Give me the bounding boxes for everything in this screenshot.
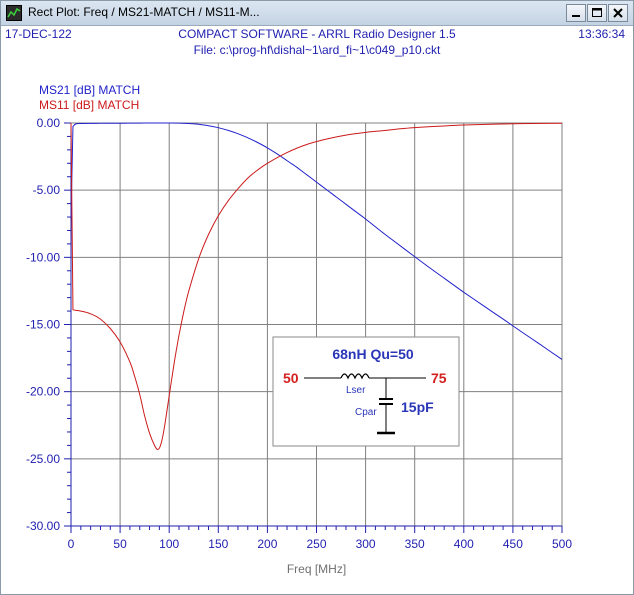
close-icon: [613, 8, 623, 18]
annotation-title: 68nH Qu=50: [332, 346, 414, 362]
y-tick-label: -10.00: [26, 250, 60, 264]
x-tick-label: 250: [306, 537, 326, 551]
plot-app-icon[interactable]: [6, 5, 22, 21]
x-tick-label: 400: [454, 537, 474, 551]
series-line-ms11: [70, 122, 563, 451]
x-axis-label: Freq [MHz]: [287, 562, 346, 576]
header-file-path: File: c:\prog-hf\dishal~1\ard_fi~1\c049_…: [193, 43, 441, 57]
legend-ms21: MS21 [dB] MATCH: [39, 83, 141, 97]
y-tick-label: -30.00: [26, 519, 60, 533]
maximize-button[interactable]: [587, 4, 607, 22]
x-tick-label: 50: [113, 537, 127, 551]
source-impedance-label: 50: [283, 370, 299, 386]
header-time: 13:36:34: [578, 27, 625, 41]
y-tick-label: -15.00: [26, 318, 60, 332]
window-title: Rect Plot: Freq / MS21-MATCH / MS11-M...: [28, 5, 260, 19]
y-tick-label: -5.00: [33, 183, 61, 197]
plot-header: 17-DEC-122 COMPACT SOFTWARE - ARRL Radio…: [1, 25, 633, 61]
x-tick-label: 500: [552, 537, 572, 551]
circuit-annotation: 68nH Qu=50 50 75 Lser Cpar 15pF: [272, 336, 460, 447]
x-tick-label: 450: [503, 537, 523, 551]
series-line-ms21: [70, 122, 563, 360]
load-impedance-label: 75: [431, 370, 447, 386]
y-tick-label: -25.00: [26, 452, 60, 466]
inductor-icon: [340, 373, 370, 380]
maximize-icon: [592, 8, 602, 17]
x-tick-label: 300: [356, 537, 376, 551]
header-title: COMPACT SOFTWARE - ARRL Radio Designer 1…: [178, 27, 456, 41]
x-tick-label: 100: [159, 537, 179, 551]
title-bar[interactable]: Rect Plot: Freq / MS21-MATCH / MS11-M...: [1, 1, 633, 26]
annotation-box: [272, 336, 460, 447]
capacitor-label: Cpar: [355, 407, 377, 418]
y-tick-label: -20.00: [26, 385, 60, 399]
legend-ms11: MS11 [dB] MATCH: [39, 98, 140, 112]
minimize-button[interactable]: [566, 4, 586, 22]
header-date: 17-DEC-122: [5, 27, 72, 41]
inductor-label: Lser: [346, 385, 366, 396]
minimize-icon: [572, 15, 580, 17]
y-tick-label: 0.00: [37, 116, 61, 130]
x-tick-label: 0: [68, 537, 75, 551]
x-tick-label: 350: [405, 537, 425, 551]
x-tick-label: 150: [208, 537, 228, 551]
x-tick-label: 200: [257, 537, 277, 551]
capacitor-value-label: 15pF: [401, 399, 434, 415]
close-button[interactable]: [608, 4, 628, 22]
